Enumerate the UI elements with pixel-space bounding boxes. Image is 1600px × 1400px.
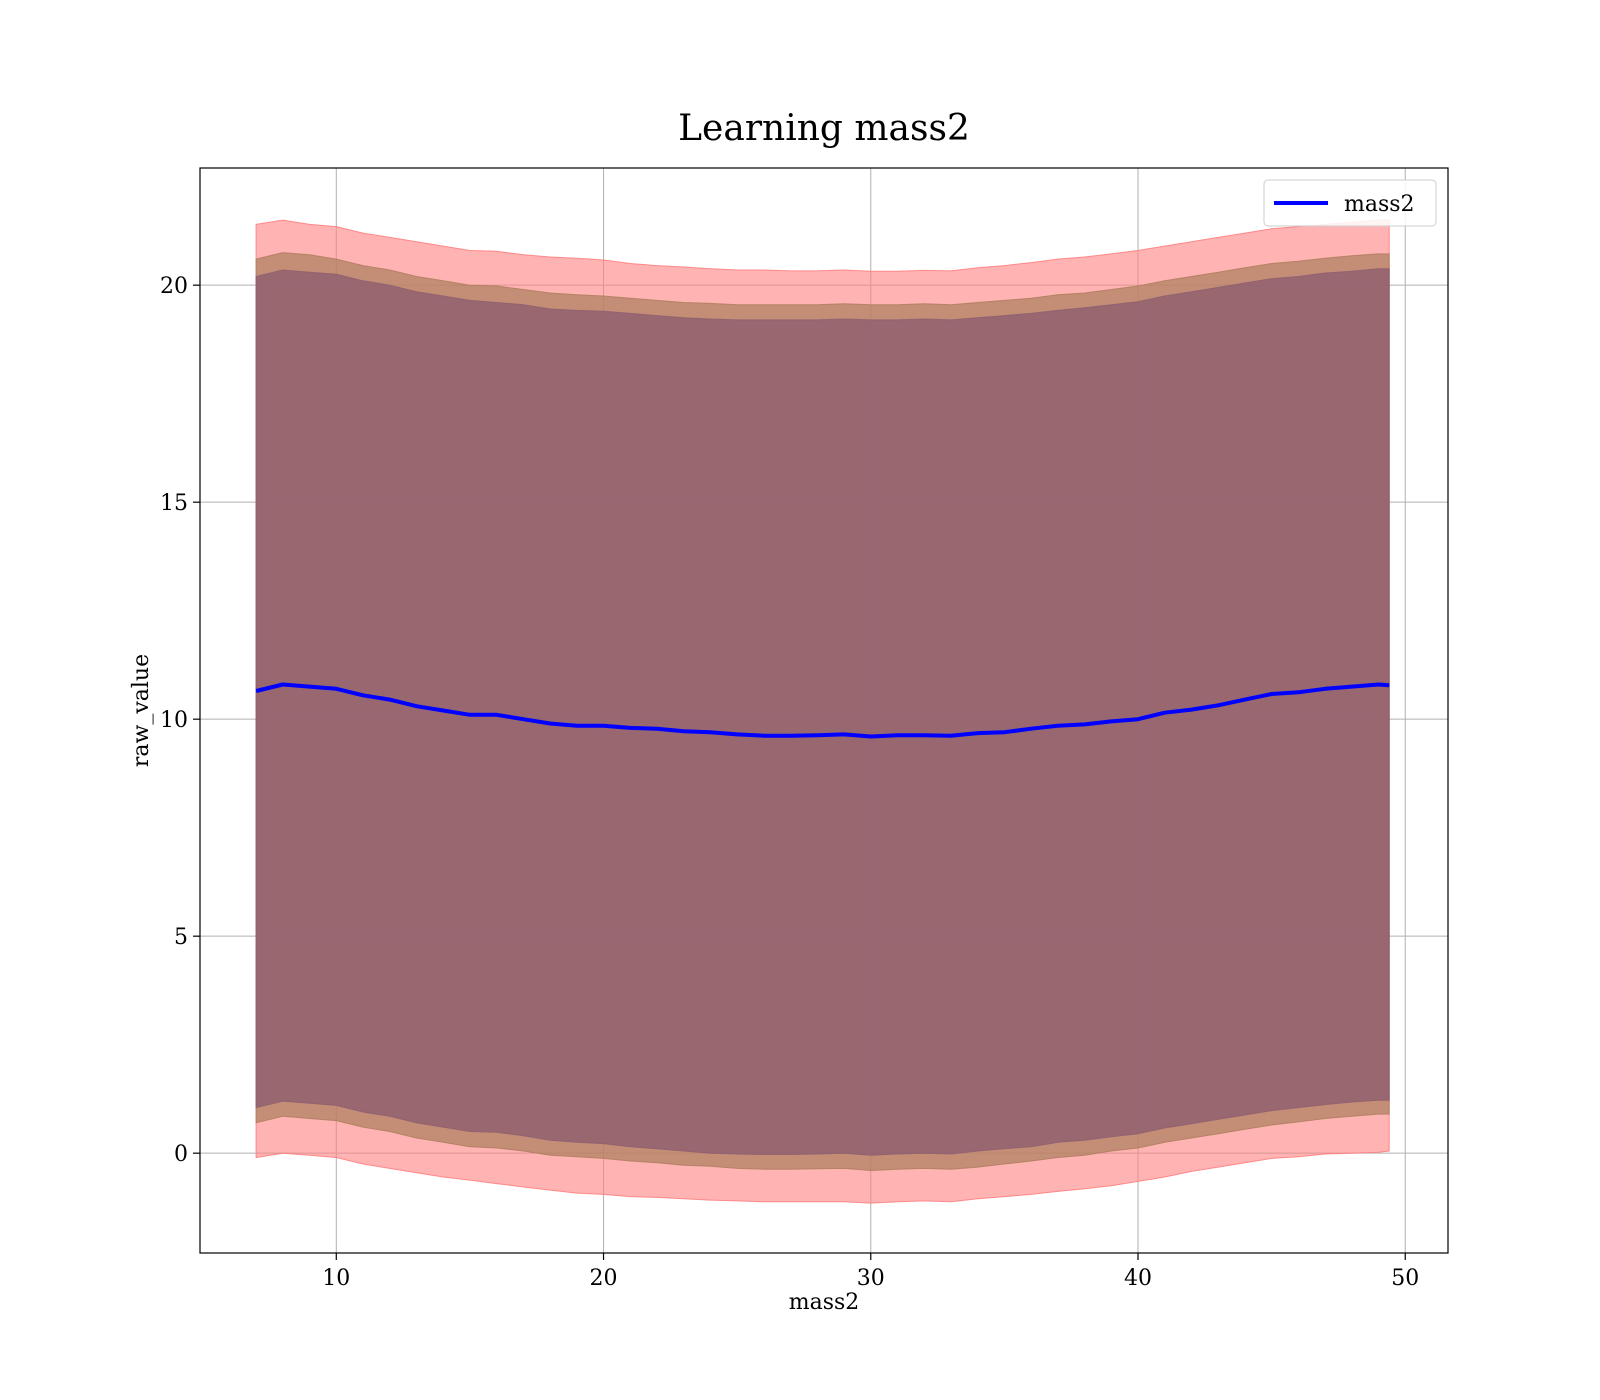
x-tick-label: 30 [857, 1266, 885, 1291]
y-tick-label: 20 [160, 274, 188, 299]
legend: mass2 [1263, 179, 1437, 227]
x-tick-label: 10 [322, 1266, 350, 1291]
y-tick-label: 15 [160, 491, 188, 516]
series-lines [255, 682, 1390, 739]
confidence-bands [255, 219, 1390, 1204]
y-tick-label: 5 [174, 925, 188, 950]
y-axis-label: raw_value [129, 654, 154, 767]
y-tick-label: 0 [174, 1142, 188, 1167]
y-tick-label: 10 [160, 708, 188, 733]
x-tick-label: 50 [1391, 1266, 1419, 1291]
band-inner [255, 268, 1390, 1156]
x-tick-label: 40 [1124, 1266, 1152, 1291]
x-tick-label: 20 [590, 1266, 618, 1291]
series-line-mass2 [255, 682, 1390, 739]
x-axis-label: mass2 [789, 1290, 860, 1315]
legend-box [1263, 179, 1437, 227]
axis-ticks: 10 20 30 40 50 0 5 10 15 20 [160, 274, 1419, 1291]
chart-title: Learning mass2 [678, 108, 970, 149]
plot-frame [199, 167, 1449, 1254]
legend-label-mass2: mass2 [1344, 192, 1415, 217]
